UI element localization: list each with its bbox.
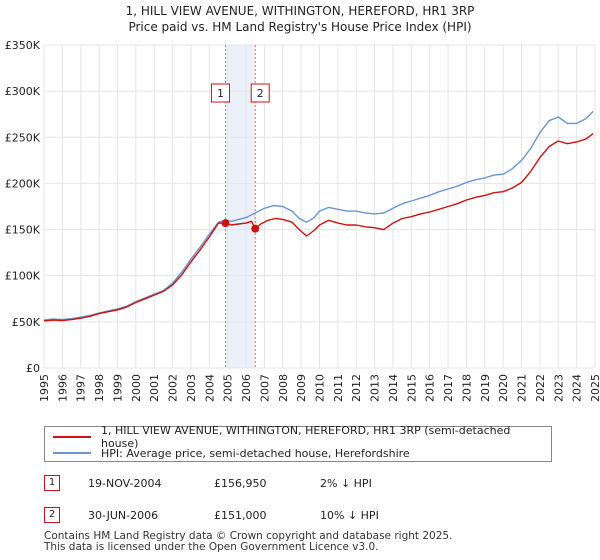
sale-price: £156,950 <box>214 477 267 490</box>
y-tick-label: £200K <box>5 177 41 190</box>
x-tick-label: 2003 <box>185 374 198 402</box>
x-tick-label: 2014 <box>387 374 400 402</box>
x-tick-label: 2013 <box>369 374 382 402</box>
legend-label-hpi: HPI: Average price, semi-detached house,… <box>101 446 410 460</box>
sale-price: £151,000 <box>214 509 267 522</box>
sale-label-box <box>250 83 270 103</box>
x-tick-label: 2006 <box>240 374 253 402</box>
x-tick-label: 2022 <box>534 374 547 402</box>
x-tick-label: 1995 <box>38 374 51 402</box>
y-tick-label: £350K <box>5 39 41 52</box>
x-tick-label: 2021 <box>516 374 529 402</box>
legend-label-property: 1, HILL VIEW AVENUE, WITHINGTON, HEREFOR… <box>100 424 511 450</box>
x-tick-label: 1997 <box>75 374 88 402</box>
x-tick-label: 2005 <box>222 374 235 402</box>
y-tick-label: £0 <box>26 362 40 375</box>
legend-swatch-property <box>53 436 91 438</box>
price-chart: 1 2 £0 £50K £100K £150K £200K £250K £300K £350K 1… <box>5 39 600 402</box>
x-tick-label: 2009 <box>295 374 308 402</box>
y-tick-label: £300K <box>5 85 41 98</box>
y-tick-label: £150K <box>5 224 41 237</box>
sale-badge: 2 <box>44 507 60 523</box>
x-tick-label: 2017 <box>442 374 455 402</box>
x-tick-label: 2019 <box>479 374 492 402</box>
sale-date: 30-JUN-2006 <box>88 509 159 522</box>
x-tick-label: 1998 <box>93 374 106 402</box>
x-tick-label: 2020 <box>497 374 510 402</box>
sale-period-shade <box>225 45 256 368</box>
legend-swatch-hpi <box>53 452 91 454</box>
x-tick-label: 2001 <box>148 374 161 402</box>
sale-point <box>221 219 230 228</box>
sale-row: 2 30-JUN-2006 £151,000 10% ↓ HPI <box>44 507 404 525</box>
x-tick-label: 2007 <box>258 374 271 402</box>
chart-title: 1, HILL VIEW AVENUE, WITHINGTON, HEREFOR… <box>125 4 475 18</box>
x-tick-label: 2024 <box>571 374 584 402</box>
x-tick-label: 2004 <box>203 374 216 402</box>
y-tick-label: £250K <box>5 131 41 144</box>
y-tick-label: £100K <box>5 270 41 283</box>
x-tick-label: 2025 <box>589 374 600 402</box>
x-tick-label: 2015 <box>405 374 418 402</box>
x-tick-label: 2011 <box>332 374 345 402</box>
sale-date: 19-NOV-2004 <box>88 477 162 490</box>
footer-licence: This data is licensed under the Open Gov… <box>44 541 379 553</box>
property-price-line <box>43 133 594 322</box>
sale-hpi-diff: 2% ↓ HPI <box>320 477 372 490</box>
legend-item-hpi: HPI: Average price, semi-detached house,… <box>53 445 410 461</box>
x-tick-label: 2010 <box>314 374 327 402</box>
footer-copyright: Contains HM Land Registry data © Crown c… <box>44 530 453 542</box>
x-tick-label: 2008 <box>277 374 290 402</box>
sale-badge: 1 <box>44 475 60 491</box>
legend-item-property: 1, HILL VIEW AVENUE, WITHINGTON, HEREFOR… <box>53 424 551 450</box>
sale-label: 1 <box>217 87 224 100</box>
sale-label: 2 <box>257 87 264 100</box>
x-tick-label: 2023 <box>552 374 565 402</box>
x-tick-label: 2016 <box>424 374 437 402</box>
sale-point <box>251 224 260 233</box>
x-tick-label: 1999 <box>111 374 124 402</box>
y-tick-label: £50K <box>12 316 41 329</box>
x-tick-label: 2000 <box>130 374 143 402</box>
legend: 1, HILL VIEW AVENUE, WITHINGTON, HEREFOR… <box>44 424 552 462</box>
sale-row: 1 19-NOV-2004 £156,950 2% ↓ HPI <box>44 475 404 493</box>
x-tick-label: 2018 <box>460 374 473 402</box>
sale-hpi-diff: 10% ↓ HPI <box>320 509 379 522</box>
x-tick-label: 2002 <box>167 374 180 402</box>
x-tick-label: 1996 <box>56 374 69 402</box>
hpi-line <box>43 110 594 321</box>
chart-subtitle: Price paid vs. HM Land Registry's House … <box>128 20 472 34</box>
sale-label-box <box>210 83 230 103</box>
x-tick-label: 2012 <box>350 374 363 402</box>
